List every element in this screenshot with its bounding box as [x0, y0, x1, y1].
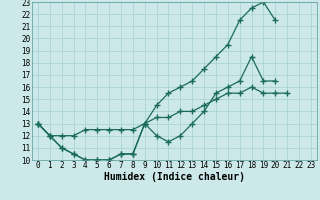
X-axis label: Humidex (Indice chaleur): Humidex (Indice chaleur) — [104, 172, 245, 182]
